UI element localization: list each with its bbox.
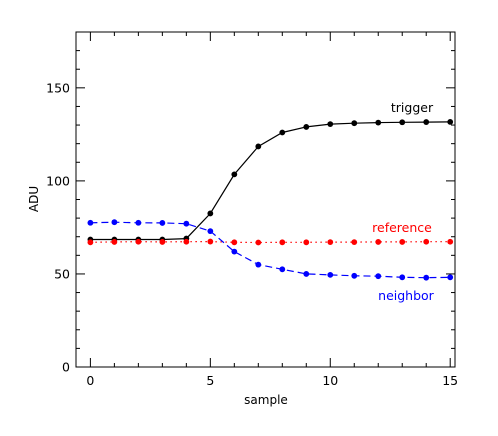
data-point-trigger — [399, 119, 406, 126]
series-label-neighbor: neighbor — [378, 288, 435, 303]
data-point-neighbor — [279, 266, 286, 273]
data-point-reference — [87, 239, 94, 246]
x-tick-label: 10 — [322, 373, 338, 388]
x-tick-label: 15 — [442, 373, 458, 388]
minor-ticks — [76, 31, 455, 367]
data-point-reference — [207, 238, 214, 245]
data-point-trigger — [279, 129, 286, 136]
series-layer — [87, 118, 454, 281]
data-point-reference — [375, 239, 382, 245]
data-point-reference — [279, 239, 286, 246]
series-line-neighbor — [90, 221, 451, 279]
series-labels: trigger reference neighbor — [372, 100, 435, 303]
y-tick-label: 0 — [62, 360, 70, 375]
plot-frame — [75, 31, 456, 368]
data-point-neighbor — [375, 273, 382, 280]
series-line-reference — [90, 240, 451, 244]
x-tick-label: 5 — [206, 373, 214, 388]
data-point-neighbor — [231, 248, 238, 255]
data-point-reference — [255, 239, 262, 246]
data-point-reference — [327, 239, 334, 246]
data-point-neighbor — [87, 219, 94, 226]
data-point-reference — [399, 239, 406, 245]
data-point-reference — [135, 238, 142, 245]
data-point-neighbor — [399, 274, 406, 281]
series-label-reference: reference — [372, 220, 432, 235]
data-point-reference — [447, 238, 454, 245]
x-tick-label: 0 — [86, 373, 94, 388]
major-ticks — [76, 32, 455, 368]
data-point-reference — [231, 239, 238, 246]
data-point-reference — [303, 239, 310, 246]
data-point-trigger — [303, 124, 310, 130]
data-point-neighbor — [303, 271, 310, 277]
y-axis-label: ADU — [27, 186, 41, 212]
series-reference — [87, 238, 454, 246]
data-point-reference — [351, 239, 358, 246]
data-point-neighbor — [327, 271, 334, 278]
data-point-trigger — [375, 119, 382, 126]
data-point-trigger — [207, 210, 214, 217]
x-axis-label: sample — [244, 393, 288, 407]
data-point-neighbor — [135, 219, 142, 226]
y-tick-label: 150 — [46, 80, 70, 95]
data-point-trigger — [231, 171, 238, 178]
data-point-neighbor — [207, 228, 214, 235]
series-neighbor — [87, 219, 454, 281]
data-point-neighbor — [111, 219, 118, 226]
data-point-neighbor — [159, 220, 166, 226]
data-point-trigger — [423, 119, 430, 125]
data-point-neighbor — [183, 220, 190, 227]
y-tick-label: 50 — [54, 266, 70, 281]
data-point-neighbor — [255, 261, 262, 268]
data-point-reference — [159, 239, 166, 245]
series-label-trigger: trigger — [391, 100, 434, 115]
data-point-trigger — [255, 143, 262, 150]
data-point-reference — [183, 238, 190, 245]
data-point-reference — [111, 239, 118, 245]
data-point-neighbor — [447, 274, 454, 281]
y-tick-label: 100 — [46, 173, 70, 188]
data-point-neighbor — [351, 272, 358, 279]
series-line-trigger — [90, 121, 451, 241]
data-point-reference — [423, 238, 430, 245]
data-point-trigger — [447, 118, 454, 125]
data-point-trigger — [327, 121, 334, 128]
data-point-neighbor — [423, 274, 430, 281]
data-point-trigger — [351, 120, 358, 127]
